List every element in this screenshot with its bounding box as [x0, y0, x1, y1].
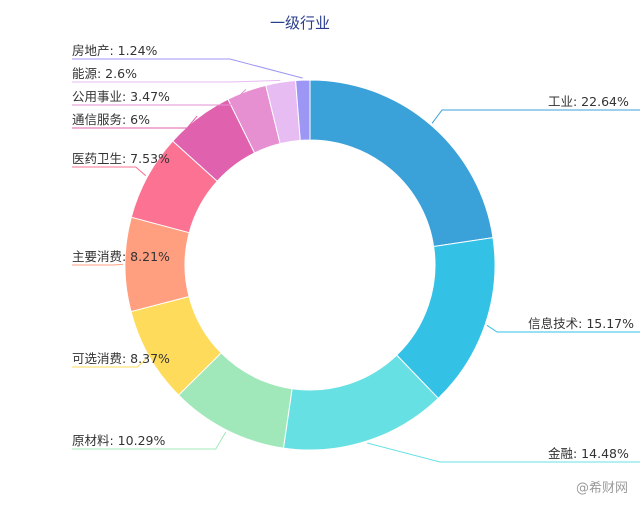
leader-line-信息技术: [486, 324, 640, 333]
slice-label-房地产: 房地产: 1.24%: [72, 43, 158, 58]
slice-label-能源: 能源: 2.6%: [72, 66, 137, 81]
watermark-text: @希财网: [576, 481, 628, 496]
leader-line-金融: [367, 442, 640, 463]
slice-工业[interactable]: [309, 79, 494, 248]
slice-label-主要消费: 主要消费: 8.21%: [72, 249, 170, 264]
chart-title: 一级行业: [270, 14, 330, 32]
slice-label-公用事业: 公用事业: 3.47%: [72, 89, 170, 104]
slice-label-信息技术: 信息技术: 15.17%: [528, 316, 634, 331]
slice-label-医药卫生: 医药卫生: 7.53%: [72, 151, 170, 166]
slice-label-工业: 工业: 22.64%: [548, 94, 629, 109]
slice-主要消费[interactable]: [124, 216, 190, 313]
labels-group: 工业: 22.64% 信息技术: 15.17% 金融: 14.48% 原材料: 10.…: [72, 43, 640, 463]
leader-line-可选消费: [72, 357, 148, 368]
slice-label-通信服务: 通信服务: 6%: [72, 112, 150, 127]
leader-line-能源: [72, 79, 281, 83]
slices-group: [124, 79, 496, 451]
slice-label-金融: 金融: 14.48%: [548, 446, 629, 461]
leader-line-主要消费: [72, 263, 124, 266]
leader-line-公用事业: [72, 89, 247, 106]
leader-line-工业: [431, 109, 640, 124]
slice-房地产[interactable]: [295, 79, 311, 141]
leader-line-医药卫生: [72, 166, 147, 177]
leader-line-原材料: [72, 431, 227, 450]
leader-line-房地产: [72, 58, 303, 79]
leader-line-通信服务: [72, 115, 198, 129]
slice-label-原材料: 原材料: 10.29%: [72, 433, 165, 448]
slice-label-可选消费: 可选消费: 8.37%: [72, 351, 170, 366]
